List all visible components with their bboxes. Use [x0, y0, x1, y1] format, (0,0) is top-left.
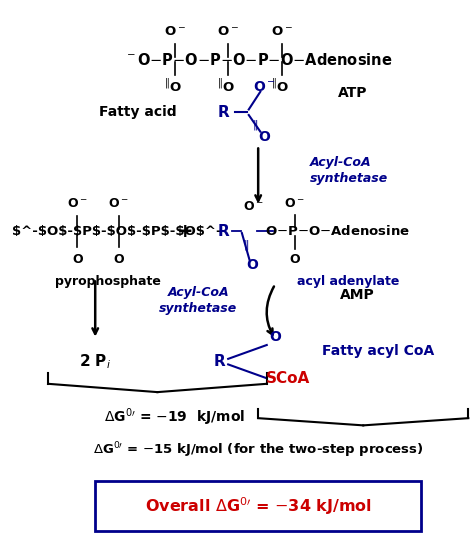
Text: O: O — [222, 81, 234, 94]
Text: Fatty acid: Fatty acid — [99, 105, 177, 119]
Text: O$^-$: O$^-$ — [244, 200, 264, 213]
Text: pyrophosphate: pyrophosphate — [55, 275, 161, 288]
Text: $^-$O$-$P$-$O$-$P$-$O$-$P$-$O$-$Adenosine: $^-$O$-$P$-$O$-$P$-$O$-$P$-$O$-$Adenosin… — [124, 52, 392, 67]
Text: Acyl-CoA
synthetase: Acyl-CoA synthetase — [159, 286, 237, 315]
Text: O$-$P$-$O$-$Adenosine: O$-$P$-$O$-$Adenosine — [265, 224, 410, 238]
Text: ‖: ‖ — [272, 77, 276, 88]
Text: $\Delta$G$^{0\prime}$ = $-$19  kJ/mol: $\Delta$G$^{0\prime}$ = $-$19 kJ/mol — [104, 406, 245, 428]
Text: O: O — [169, 81, 180, 94]
Text: SCoA: SCoA — [266, 371, 310, 386]
Text: O: O — [246, 258, 258, 272]
Text: R: R — [218, 224, 230, 239]
Text: O$^-$: O$^-$ — [217, 26, 239, 38]
Text: O: O — [72, 253, 82, 266]
Text: AMP: AMP — [339, 288, 374, 302]
Text: O: O — [259, 130, 271, 144]
Text: O: O — [289, 253, 300, 266]
Text: +: + — [177, 222, 193, 241]
Text: acyl adenylate: acyl adenylate — [297, 275, 400, 288]
Text: $\Delta$G$^{0\prime}$ = $-$15 kJ/mol (for the two-step process): $\Delta$G$^{0\prime}$ = $-$15 kJ/mol (fo… — [93, 441, 423, 460]
Text: Acyl-CoA
synthetase: Acyl-CoA synthetase — [310, 156, 388, 185]
Text: O$^-$: O$^-$ — [284, 197, 305, 210]
Text: O$^-$: O$^-$ — [253, 80, 276, 94]
Text: Fatty acyl CoA: Fatty acyl CoA — [322, 344, 434, 358]
Text: ‖: ‖ — [218, 77, 223, 88]
Text: O$^-$: O$^-$ — [67, 197, 88, 210]
Text: O: O — [113, 253, 124, 266]
Text: R: R — [214, 354, 226, 369]
Text: O: O — [269, 330, 281, 344]
Text: R: R — [218, 105, 230, 120]
Text: O: O — [276, 81, 287, 94]
Text: O$^-$: O$^-$ — [164, 26, 185, 38]
Text: $^-$O$-$P$-$O$-$P$-$O$^-: $^-$O$-$P$-$O$-$P$-$O$^- — [12, 225, 221, 238]
Text: ‖: ‖ — [164, 77, 169, 88]
FancyBboxPatch shape — [95, 481, 421, 531]
Text: O$^-$: O$^-$ — [271, 26, 293, 38]
Text: Overall $\Delta$G$^{0\prime}$ = $-$34 kJ/mol: Overall $\Delta$G$^{0\prime}$ = $-$34 kJ… — [145, 495, 372, 516]
Text: O$^-$: O$^-$ — [109, 197, 129, 210]
Text: ‖: ‖ — [253, 120, 258, 130]
Text: 2 P$_i$: 2 P$_i$ — [79, 352, 111, 371]
Text: ‖: ‖ — [244, 240, 249, 251]
Text: ATP: ATP — [338, 86, 367, 100]
